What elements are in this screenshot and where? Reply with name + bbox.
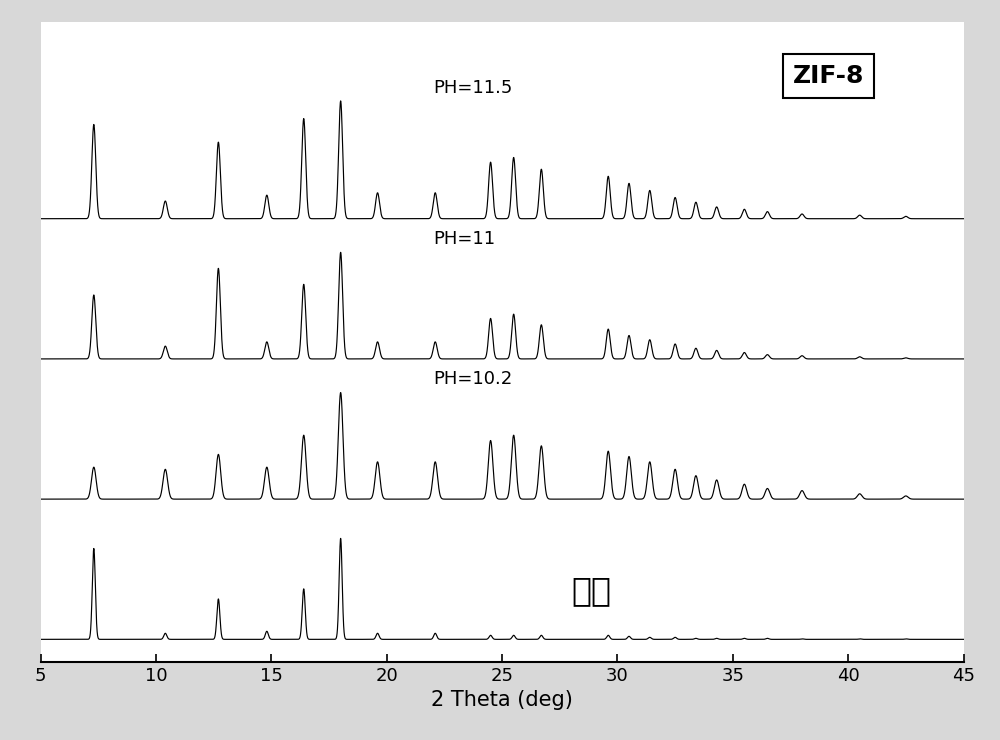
Text: PH=11.5: PH=11.5 [433, 78, 512, 96]
X-axis label: 2 Theta (deg): 2 Theta (deg) [431, 690, 573, 710]
Text: 标准: 标准 [571, 574, 611, 607]
Text: ZIF-8: ZIF-8 [793, 64, 864, 88]
Text: PH=10.2: PH=10.2 [433, 370, 512, 388]
Text: PH=11: PH=11 [433, 230, 495, 248]
